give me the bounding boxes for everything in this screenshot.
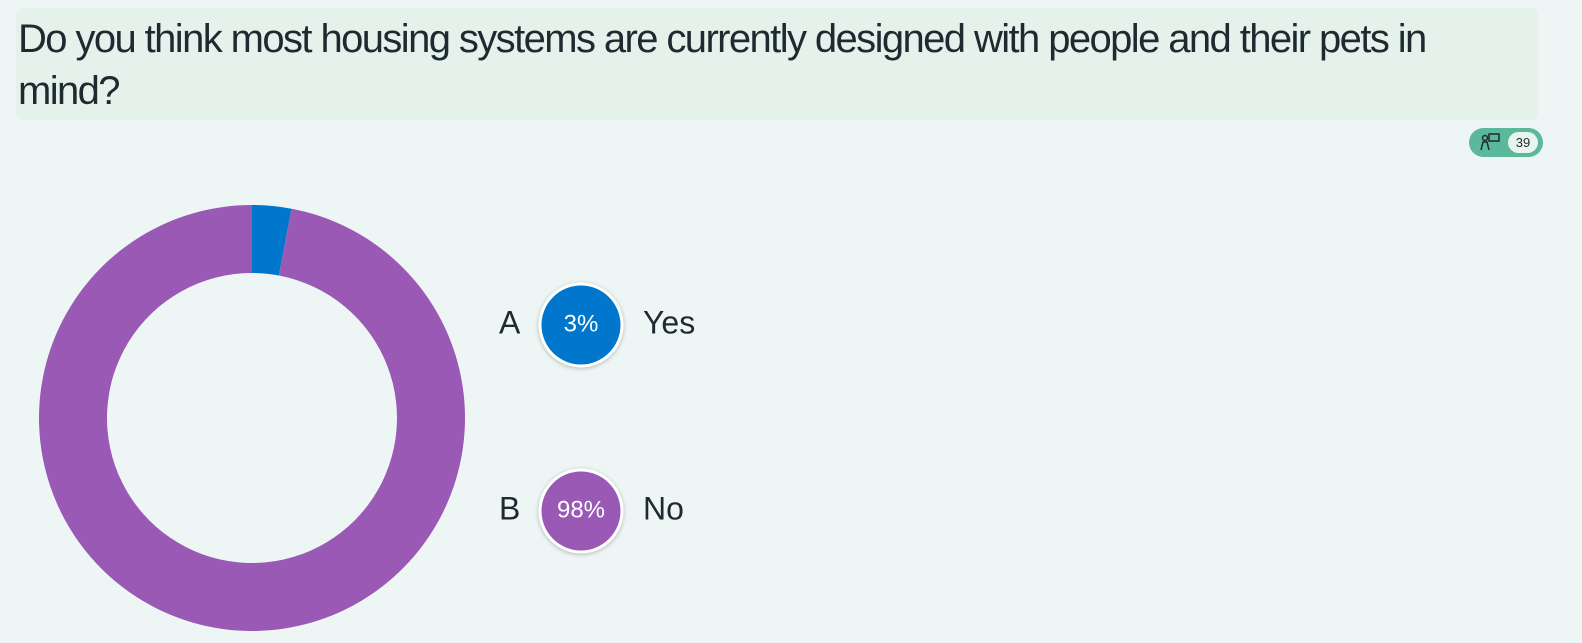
chart-title: Do you think most housing systems are cu…	[18, 17, 1427, 113]
option-letter: B	[499, 490, 520, 526]
response-count: 39	[1508, 132, 1538, 153]
title-box: Do you think most housing systems are cu…	[16, 8, 1538, 120]
donut-slice	[39, 205, 466, 632]
respondents-icon	[1480, 133, 1500, 151]
percent-badge	[538, 468, 624, 554]
value-label: 98%	[557, 496, 605, 523]
donut-slice	[252, 205, 292, 276]
percent-badge	[538, 282, 624, 368]
option-letter: A	[499, 304, 521, 340]
legend-label: Yes	[643, 304, 695, 340]
response-badge[interactable]: 39	[1469, 128, 1543, 157]
value-label: 3%	[564, 310, 599, 337]
legend-label: No	[643, 490, 684, 526]
